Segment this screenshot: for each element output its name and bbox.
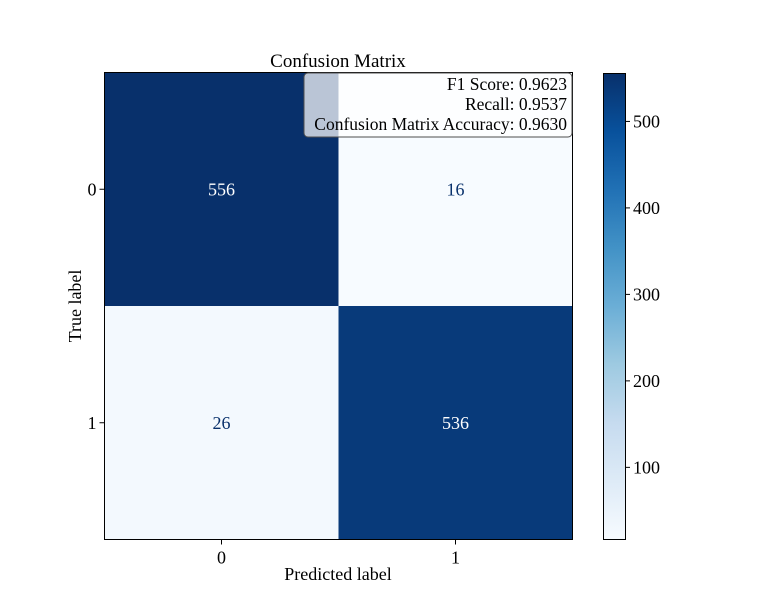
y-tick-label: 0 (88, 179, 97, 199)
colorbar-tick-label: 500 (633, 111, 660, 131)
colorbar-ticks: 100 200 300 400 500 (625, 111, 660, 477)
chart-title: Confusion Matrix (270, 51, 406, 72)
cell-value-0-1: 16 (447, 179, 465, 199)
colorbar-tick-label: 300 (633, 284, 660, 304)
colorbar-gradient (603, 73, 625, 540)
cell-value-1-1: 536 (442, 413, 469, 433)
cell-value-1-0: 26 (213, 413, 231, 433)
colorbar-tick-label: 100 (633, 457, 660, 477)
axis-ticks: 0 1 0 1 (88, 179, 461, 567)
y-axis-label: True label (65, 270, 85, 343)
colorbar-tick-label: 400 (633, 198, 660, 218)
metrics-line-1: Recall: 0.9537 (465, 94, 567, 114)
colorbar-tick-label: 200 (633, 371, 660, 391)
x-tick-label: 1 (451, 548, 460, 568)
y-tick-label: 1 (88, 413, 97, 433)
x-axis-label: Predicted label (284, 564, 391, 584)
metrics-box (303, 72, 573, 138)
heatmap-cells: 556 16 26 536 (104, 72, 573, 540)
x-tick-label: 0 (217, 548, 226, 568)
metrics-line-0: F1 Score: 0.9623 (447, 74, 567, 94)
metrics-line-2: Confusion Matrix Accuracy: 0.9630 (314, 114, 567, 134)
heatmap-cell-0-0 (104, 72, 339, 306)
colorbar-frame (603, 73, 626, 540)
heatmap-cell-1-0 (104, 306, 339, 540)
heatmap-cell-1-1 (338, 306, 573, 540)
cell-value-0-0: 556 (208, 179, 235, 199)
